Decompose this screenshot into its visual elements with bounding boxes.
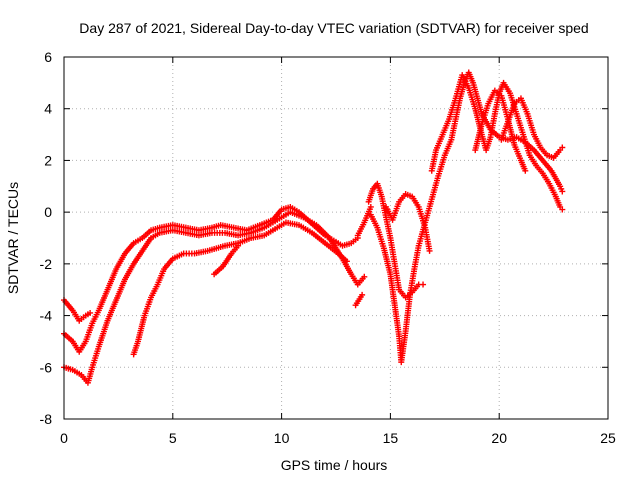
series-10 — [472, 87, 529, 174]
data-point — [420, 281, 427, 288]
data-point — [367, 203, 374, 210]
y-tick-label: 0 — [44, 204, 52, 220]
y-tick-label: 6 — [44, 49, 52, 65]
data-point — [559, 144, 566, 151]
data-point — [361, 273, 368, 280]
series-7 — [365, 180, 427, 301]
x-tick-label: 25 — [600, 430, 616, 446]
tick-layer: 0 5 10 15 20 25 -8 -6 -4 -2 0 2 4 6 — [40, 49, 616, 446]
series-4 — [211, 242, 242, 278]
x-tick-label: 15 — [383, 430, 399, 446]
x-tick-label: 5 — [169, 430, 177, 446]
y-tick-label: -8 — [40, 411, 53, 427]
data-point — [359, 291, 366, 298]
y-tick-label: -6 — [40, 359, 53, 375]
chart-title: Day 287 of 2021, Sidereal Day-to-day VTE… — [79, 20, 588, 36]
x-tick-label: 0 — [60, 430, 68, 446]
series-2 — [61, 209, 368, 386]
data-point — [522, 167, 529, 174]
y-axis-label: SDTVAR / TECUs — [5, 182, 21, 294]
data-point — [87, 309, 94, 316]
data-point — [343, 258, 350, 265]
data-point — [426, 247, 433, 254]
series-6 — [367, 69, 566, 366]
series-5 — [352, 291, 366, 309]
y-tick-label: 4 — [44, 101, 52, 117]
data-point — [235, 242, 242, 249]
series-9 — [428, 72, 566, 213]
y-tick-label: 2 — [44, 152, 52, 168]
y-tick-label: -4 — [40, 308, 53, 324]
points-layer — [61, 69, 566, 386]
plot-frame — [63, 56, 609, 420]
series-0 — [61, 297, 94, 324]
series-8 — [383, 191, 433, 254]
x-tick-label: 20 — [491, 430, 507, 446]
data-point — [559, 206, 566, 213]
series-3 — [130, 219, 350, 358]
y-tick-label: -2 — [40, 256, 53, 272]
series-11 — [498, 95, 566, 161]
x-tick-label: 10 — [274, 430, 290, 446]
grid-layer — [64, 57, 608, 419]
series-12 — [354, 203, 374, 239]
series-1 — [61, 203, 361, 355]
x-axis-label: GPS time / hours — [281, 457, 388, 473]
data-point — [559, 188, 566, 195]
